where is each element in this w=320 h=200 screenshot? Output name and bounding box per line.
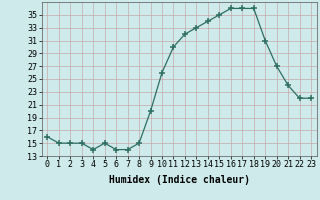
X-axis label: Humidex (Indice chaleur): Humidex (Indice chaleur) [109,175,250,185]
